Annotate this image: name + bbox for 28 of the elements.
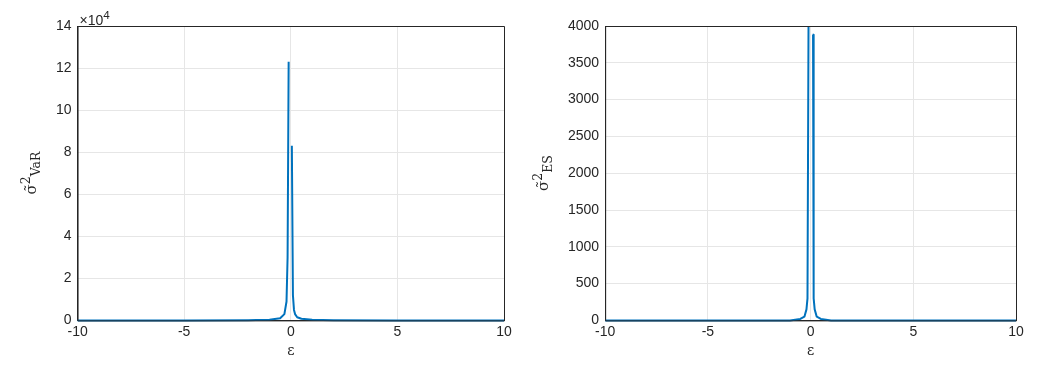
y-tick-label: 4 <box>63 227 72 244</box>
x-tick-label: -5 <box>177 322 191 339</box>
x-tick-label: 0 <box>286 322 295 339</box>
x-axis-title: ε <box>806 342 815 359</box>
y-tick-label: 3000 <box>567 90 600 107</box>
y-tick-label: 0 <box>63 311 72 328</box>
x-tick-label: 5 <box>909 322 918 339</box>
y-tick-label: 3500 <box>567 53 600 70</box>
y-tick-label: 12 <box>55 58 72 75</box>
annotation: ×10$^{4}$ <box>79 7 110 29</box>
y-tick-label: 2 <box>63 269 72 286</box>
y-tick-label: 14 <box>55 16 72 33</box>
y-tick-label: 0 <box>591 311 600 328</box>
y-tick-label: 2000 <box>567 164 600 181</box>
x-axis-title: ε <box>287 342 295 359</box>
x-tick-label: -5 <box>701 322 715 339</box>
y-tick-label: 500 <box>575 274 600 291</box>
y-tick-label: 1500 <box>567 200 600 217</box>
y-tick-label: 1000 <box>567 237 600 254</box>
y-tick-label: 6 <box>63 185 72 202</box>
y-tick-label: 10 <box>55 100 72 117</box>
y-tick-label: 2500 <box>567 127 600 144</box>
x-tick-label: 10 <box>1008 322 1024 339</box>
x-tick-label: 0 <box>806 322 815 339</box>
y-tick-label: 8 <box>63 143 72 160</box>
y-tick-label: 4000 <box>567 16 600 33</box>
x-tick-label: 10 <box>496 322 512 339</box>
x-tick-label: 5 <box>393 322 402 339</box>
